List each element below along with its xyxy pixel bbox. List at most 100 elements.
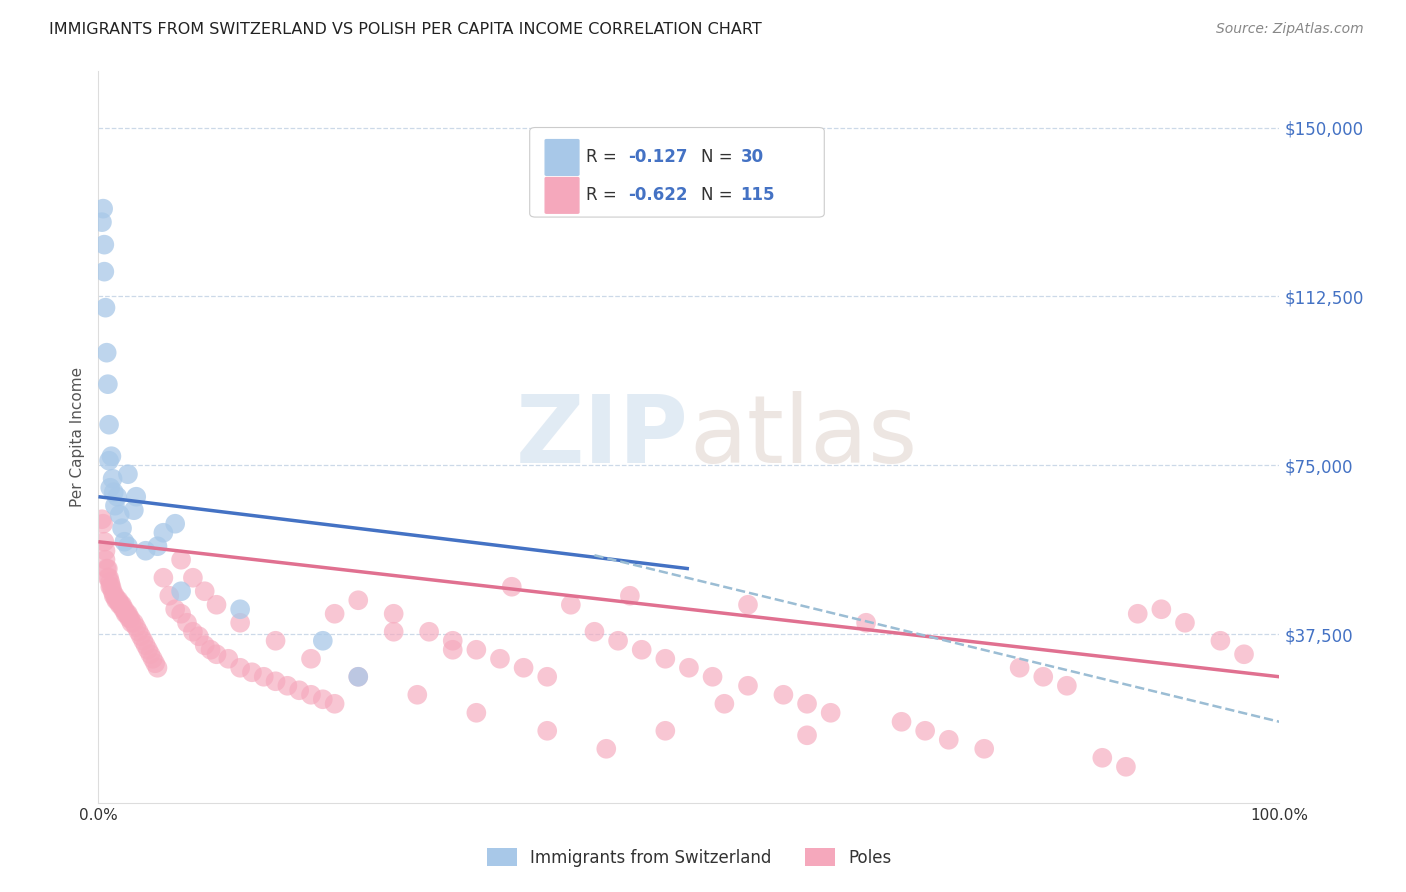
Point (1126, 607, 1149, 621)
Y-axis label: Per Capita Income: Per Capita Income (70, 367, 86, 508)
Point (103, 485, 125, 500)
Point (94, 543, 117, 558)
Point (713, 697, 735, 711)
Point (91, 215, 114, 229)
Point (97, 377, 120, 392)
Point (299, 652, 322, 666)
Point (205, 598, 228, 612)
Point (737, 679, 759, 693)
Point (737, 598, 759, 612)
Point (796, 697, 818, 711)
Point (217, 652, 239, 666)
Point (914, 723, 936, 738)
Point (181, 624, 204, 639)
Text: R =: R = (586, 148, 621, 167)
Point (323, 607, 346, 621)
Point (973, 741, 995, 756)
Point (132, 633, 155, 648)
Point (122, 615, 145, 630)
Point (114, 607, 136, 621)
Text: Source: ZipAtlas.com: Source: ZipAtlas.com (1216, 22, 1364, 37)
Point (111, 598, 134, 612)
Point (347, 670, 370, 684)
Point (264, 674, 287, 689)
Point (288, 683, 311, 698)
Point (135, 543, 157, 558)
Point (139, 647, 162, 661)
Point (112, 534, 135, 549)
Point (112, 602, 135, 616)
Point (595, 741, 617, 756)
Point (678, 661, 700, 675)
Point (441, 633, 464, 648)
Point (536, 723, 558, 738)
Point (194, 584, 217, 599)
Point (101, 584, 124, 599)
Text: N =: N = (702, 186, 738, 204)
Text: R =: R = (586, 186, 621, 204)
Point (229, 615, 252, 630)
Point (104, 499, 127, 513)
Point (105, 593, 128, 607)
Point (112, 602, 135, 616)
Point (194, 638, 217, 652)
Point (121, 615, 143, 630)
Point (115, 607, 138, 621)
Point (1115, 760, 1137, 774)
Point (93, 237, 115, 252)
Point (489, 652, 512, 666)
Point (97, 571, 120, 585)
Point (501, 580, 523, 594)
Point (299, 688, 322, 702)
Point (654, 723, 676, 738)
Point (382, 624, 405, 639)
Point (560, 598, 582, 612)
Text: 115: 115 (741, 186, 775, 204)
Point (96, 345, 118, 359)
Point (98, 580, 121, 594)
Point (105, 490, 128, 504)
Point (152, 525, 174, 540)
Point (97, 562, 120, 576)
Point (98, 575, 121, 590)
Point (101, 472, 124, 486)
Point (240, 665, 263, 680)
Point (91, 512, 114, 526)
Point (94, 301, 117, 315)
Point (122, 503, 145, 517)
Point (654, 652, 676, 666)
Point (1233, 647, 1256, 661)
Point (107, 593, 129, 607)
Point (110, 598, 132, 612)
Point (181, 571, 204, 585)
Point (146, 539, 169, 553)
Point (98, 481, 121, 495)
Point (96, 562, 118, 576)
Point (382, 607, 405, 621)
Point (136, 642, 159, 657)
Point (93, 534, 115, 549)
Point (938, 732, 960, 747)
Point (170, 584, 193, 599)
Point (117, 607, 139, 621)
Point (91, 202, 114, 216)
Point (229, 602, 252, 616)
Point (111, 521, 134, 535)
Point (120, 611, 142, 625)
Point (607, 633, 630, 648)
Point (170, 607, 193, 621)
Point (1008, 661, 1031, 675)
Point (117, 539, 139, 553)
Point (1091, 751, 1114, 765)
Point (1032, 670, 1054, 684)
Text: atlas: atlas (689, 391, 917, 483)
Point (418, 624, 440, 639)
Point (105, 593, 128, 607)
Point (129, 629, 152, 643)
Point (176, 615, 198, 630)
Text: N =: N = (702, 148, 738, 167)
Point (323, 697, 346, 711)
Point (98, 453, 121, 467)
Point (855, 615, 877, 630)
Point (108, 508, 131, 522)
